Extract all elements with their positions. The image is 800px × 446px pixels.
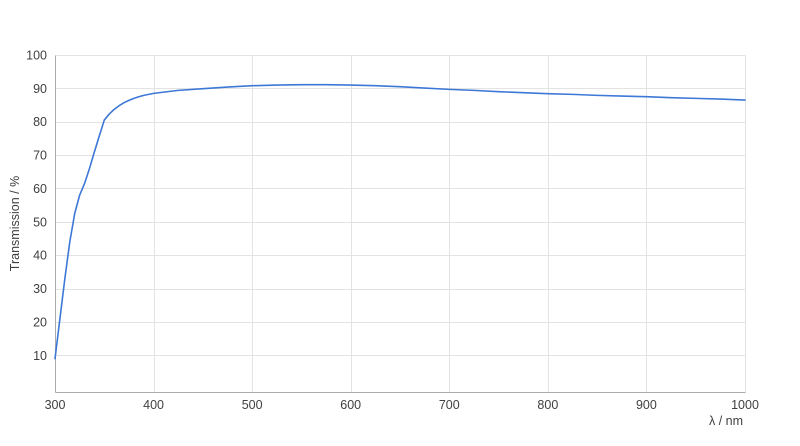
x-tick-label: 400: [143, 398, 164, 412]
y-tick-label: 60: [33, 182, 47, 196]
x-tick-label: 500: [242, 398, 263, 412]
x-axis-title: λ / nm: [709, 414, 743, 428]
y-tick-label: 80: [33, 115, 47, 129]
x-tick-label: 1000: [731, 398, 759, 412]
x-tick-label: 700: [439, 398, 460, 412]
y-tick-label: 100: [26, 49, 47, 63]
y-tick-label: 70: [33, 149, 47, 163]
x-tick-label: 800: [537, 398, 558, 412]
x-tick-label: 300: [45, 398, 66, 412]
y-tick-label: 10: [33, 349, 47, 363]
y-tick-label: 50: [33, 215, 47, 229]
y-tick-label: 30: [33, 282, 47, 296]
y-tick-label: 40: [33, 249, 47, 263]
y-tick-label: 20: [33, 315, 47, 329]
x-tick-label: 900: [636, 398, 657, 412]
y-axis-title: Transmission / %: [8, 176, 22, 271]
x-tick-label: 600: [340, 398, 361, 412]
transmission-curve: [54, 83, 746, 360]
y-tick-label: 90: [33, 82, 47, 96]
